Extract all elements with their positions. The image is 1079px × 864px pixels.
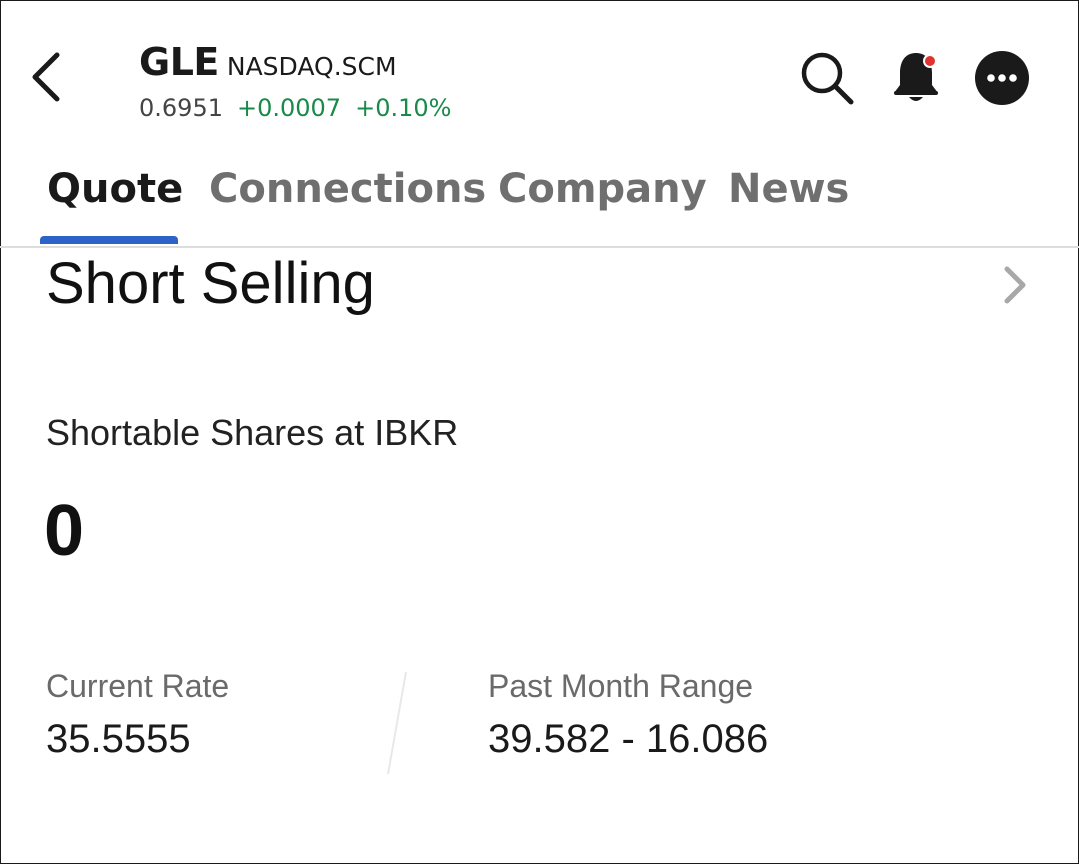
price-change: +0.0007 (236, 94, 342, 122)
more-icon (975, 51, 1029, 105)
active-tab-indicator (40, 236, 178, 244)
bell-icon (894, 53, 938, 101)
price-change-percent: +0.10% (355, 94, 452, 122)
alerts-button[interactable] (884, 46, 948, 108)
current-rate-stat: Current Rate 35.5555 (46, 668, 229, 762)
current-rate-value: 35.5555 (46, 717, 191, 761)
current-rate-label: Current Rate (46, 668, 230, 704)
tab-company[interactable]: Company (498, 166, 707, 212)
short-selling-header[interactable]: Short Selling (0, 248, 1079, 326)
past-month-range-value: 39.582 - 16.086 (488, 717, 769, 761)
tab-bar: Quote Connections Company News (0, 160, 1079, 248)
more-button[interactable] (972, 48, 1032, 108)
ticker-symbol: GLE (139, 40, 219, 84)
past-month-range-label: Past Month Range (488, 668, 754, 704)
chevron-right-icon (996, 262, 1032, 308)
past-month-range-stat: Past Month Range 39.582 - 16.086 (488, 668, 768, 762)
tab-news[interactable]: News (728, 166, 850, 212)
ticker-header: GLE NASDAQ.SCM 0.6951 +0.0007 +0.10% (139, 40, 451, 122)
search-icon (801, 52, 854, 105)
back-button[interactable] (20, 44, 70, 110)
shortable-shares-label: Shortable Shares at IBKR (46, 412, 459, 453)
exchange-name: NASDAQ.SCM (226, 52, 397, 81)
section-title: Short Selling (46, 251, 375, 316)
tab-quote[interactable]: Quote (47, 166, 184, 212)
notification-dot (925, 56, 935, 66)
chevron-left-icon (32, 52, 60, 102)
last-price: 0.6951 (139, 94, 223, 122)
tab-connections[interactable]: Connections (209, 166, 487, 212)
shortable-shares-value: 0 (44, 491, 85, 571)
search-button[interactable] (796, 48, 858, 108)
